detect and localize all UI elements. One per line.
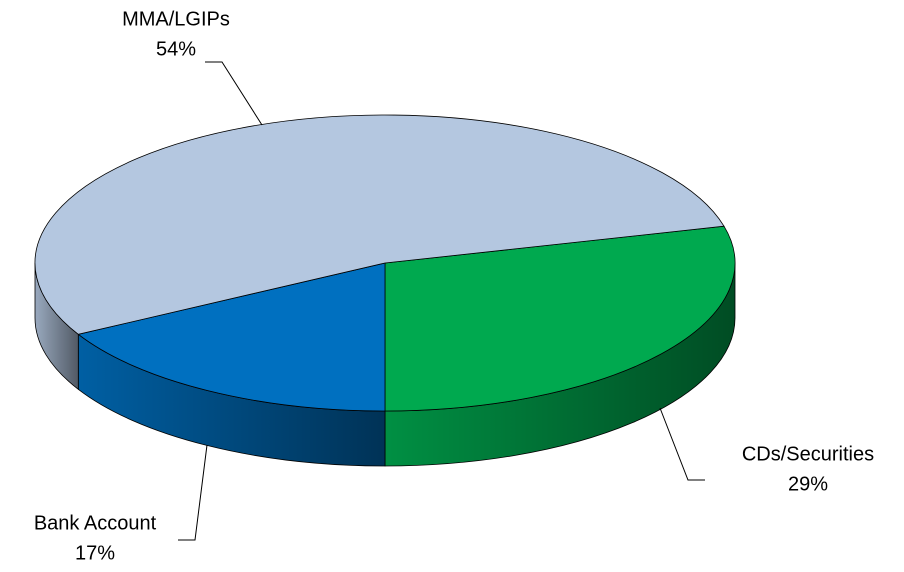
slice	[384, 225, 736, 412]
slice-label: MMA/LGIPs	[122, 8, 230, 30]
leader-line	[205, 61, 263, 126]
slice	[34, 114, 725, 335]
slice-value-label: 54%	[156, 38, 196, 60]
slice-value-label: 29%	[788, 473, 828, 495]
slice-value-label: 17%	[75, 542, 115, 564]
leader-line	[659, 407, 705, 481]
slice-label: CDs/Securities	[742, 443, 874, 465]
slice-label: Bank Account	[34, 512, 157, 534]
slice	[77, 262, 386, 412]
leader-line	[178, 444, 208, 541]
